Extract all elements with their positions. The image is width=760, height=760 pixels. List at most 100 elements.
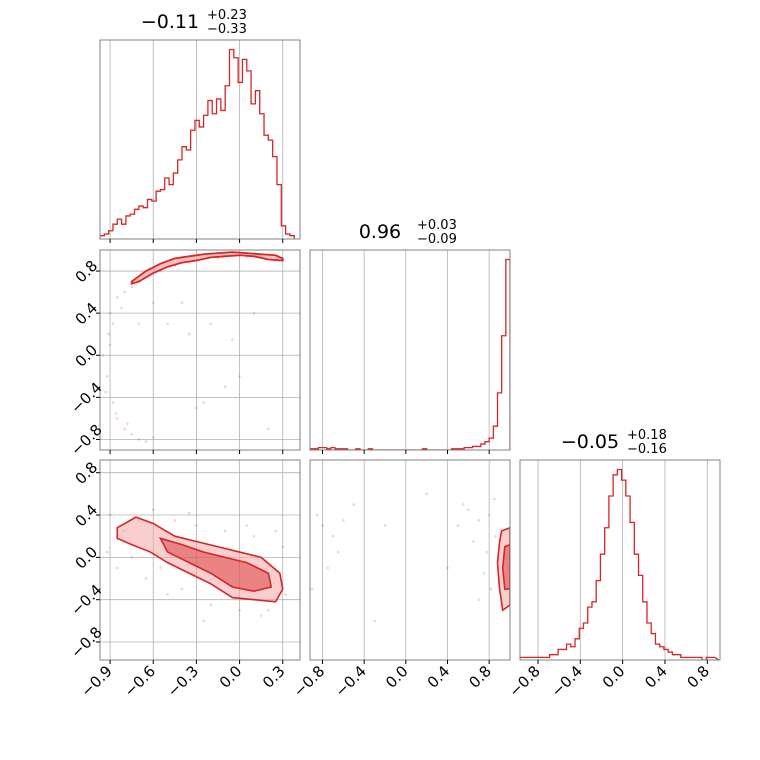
scatter-point: [310, 587, 314, 591]
histogram-bin: [156, 191, 160, 239]
scatter-point: [123, 290, 126, 294]
scatter-point: [187, 332, 191, 336]
scatter-point: [195, 406, 198, 410]
scatter-point: [238, 375, 241, 378]
histogram-bin: [143, 208, 147, 239]
scatter-point: [477, 598, 481, 601]
scatter-point: [144, 577, 148, 580]
scatter-point: [477, 519, 481, 522]
plot-content: [101, 251, 284, 443]
histogram-bin: [109, 231, 113, 239]
histogram-bin: [634, 554, 638, 660]
scatter-point: [223, 385, 227, 389]
histogram-bin: [651, 634, 655, 660]
histogram-title-minus: −0.16: [627, 442, 667, 457]
scatter-point: [315, 513, 319, 517]
scatter-point: [494, 534, 497, 538]
scatter-point: [130, 285, 133, 289]
scatter-point: [485, 550, 489, 554]
histogram-bin: [575, 639, 579, 660]
histogram-title-minus: −0.09: [417, 232, 457, 247]
scatter-point: [187, 511, 191, 515]
histogram-bin: [260, 114, 264, 239]
scatter-point: [259, 614, 263, 617]
scatter-point: [373, 619, 376, 623]
scatter-point: [173, 519, 177, 522]
histogram-bin: [506, 260, 510, 450]
scatter-point: [202, 619, 205, 623]
contour-band: [130, 251, 284, 285]
histogram-bin: [160, 190, 164, 239]
histogram-title-plus: +0.23: [207, 8, 247, 23]
histogram-title-value: −0.11: [141, 11, 199, 33]
histogram-bin: [643, 602, 647, 660]
scatter-point: [467, 508, 470, 512]
histogram-bin: [630, 522, 634, 660]
scatter-point: [166, 322, 169, 325]
histogram-bin: [554, 655, 558, 660]
contour-outer: [116, 516, 284, 603]
scatter-point: [151, 508, 155, 512]
scatter-point: [209, 322, 213, 325]
histogram-bin: [558, 649, 562, 660]
panel-hist-p2: 0.96 +0.03−0.09: [309, 218, 511, 454]
histogram-bin: [562, 649, 566, 660]
histogram-bin: [221, 110, 225, 239]
scatter-point: [446, 566, 449, 570]
scatter-point: [267, 608, 270, 612]
scatter-point: [151, 436, 155, 439]
scatter-point: [202, 401, 205, 404]
plot-content: [310, 492, 510, 623]
scatter-point: [245, 524, 249, 527]
scatter-point: [166, 593, 169, 596]
histogram-bin: [122, 224, 126, 239]
scatter-point: [144, 440, 148, 443]
axes-frame: [99, 459, 301, 661]
histogram-bin: [588, 607, 592, 660]
scatter-point: [108, 513, 112, 517]
scatter-point: [284, 593, 287, 596]
histogram-bin: [485, 442, 489, 450]
histogram-bin: [255, 91, 259, 239]
histogram-bin: [264, 135, 268, 239]
histogram-bin: [647, 623, 651, 660]
scatter-point: [101, 353, 105, 357]
histogram-bin: [672, 655, 676, 660]
histogram-bin: [286, 234, 290, 239]
histogram-bin: [104, 234, 108, 239]
scatter-point: [321, 524, 324, 527]
histogram-bin: [191, 130, 195, 239]
histogram-bin: [182, 147, 186, 239]
histogram-bin: [660, 647, 664, 660]
scatter-point: [252, 534, 256, 538]
histogram-title-plus: +0.03: [417, 218, 457, 233]
scatter-point: [336, 550, 340, 554]
histogram-bin: [186, 150, 190, 239]
scatter-point: [151, 301, 155, 304]
scatter-point: [159, 566, 162, 570]
scatter-point: [130, 432, 133, 436]
scatter-point: [274, 529, 277, 533]
histogram-bin: [139, 206, 143, 239]
histogram-bin: [135, 209, 139, 239]
histogram-bin: [199, 127, 203, 239]
scatter-point: [180, 301, 184, 304]
histogram-bin: [655, 644, 659, 660]
histogram-bin: [613, 475, 617, 660]
histogram-bin: [212, 114, 216, 239]
histogram-bin: [600, 554, 604, 660]
histogram-bin: [592, 602, 596, 660]
histogram-bin: [596, 581, 600, 660]
histogram-bin: [493, 426, 497, 450]
histogram-bin: [639, 575, 643, 660]
scatter-point: [331, 534, 335, 538]
scatter-point: [111, 401, 115, 404]
histogram-bin: [473, 446, 477, 450]
histogram-bin: [571, 647, 575, 660]
histogram-bin: [626, 496, 630, 660]
scatter-point: [115, 417, 119, 420]
scatter-point: [137, 322, 141, 325]
histogram-bin: [617, 470, 621, 660]
